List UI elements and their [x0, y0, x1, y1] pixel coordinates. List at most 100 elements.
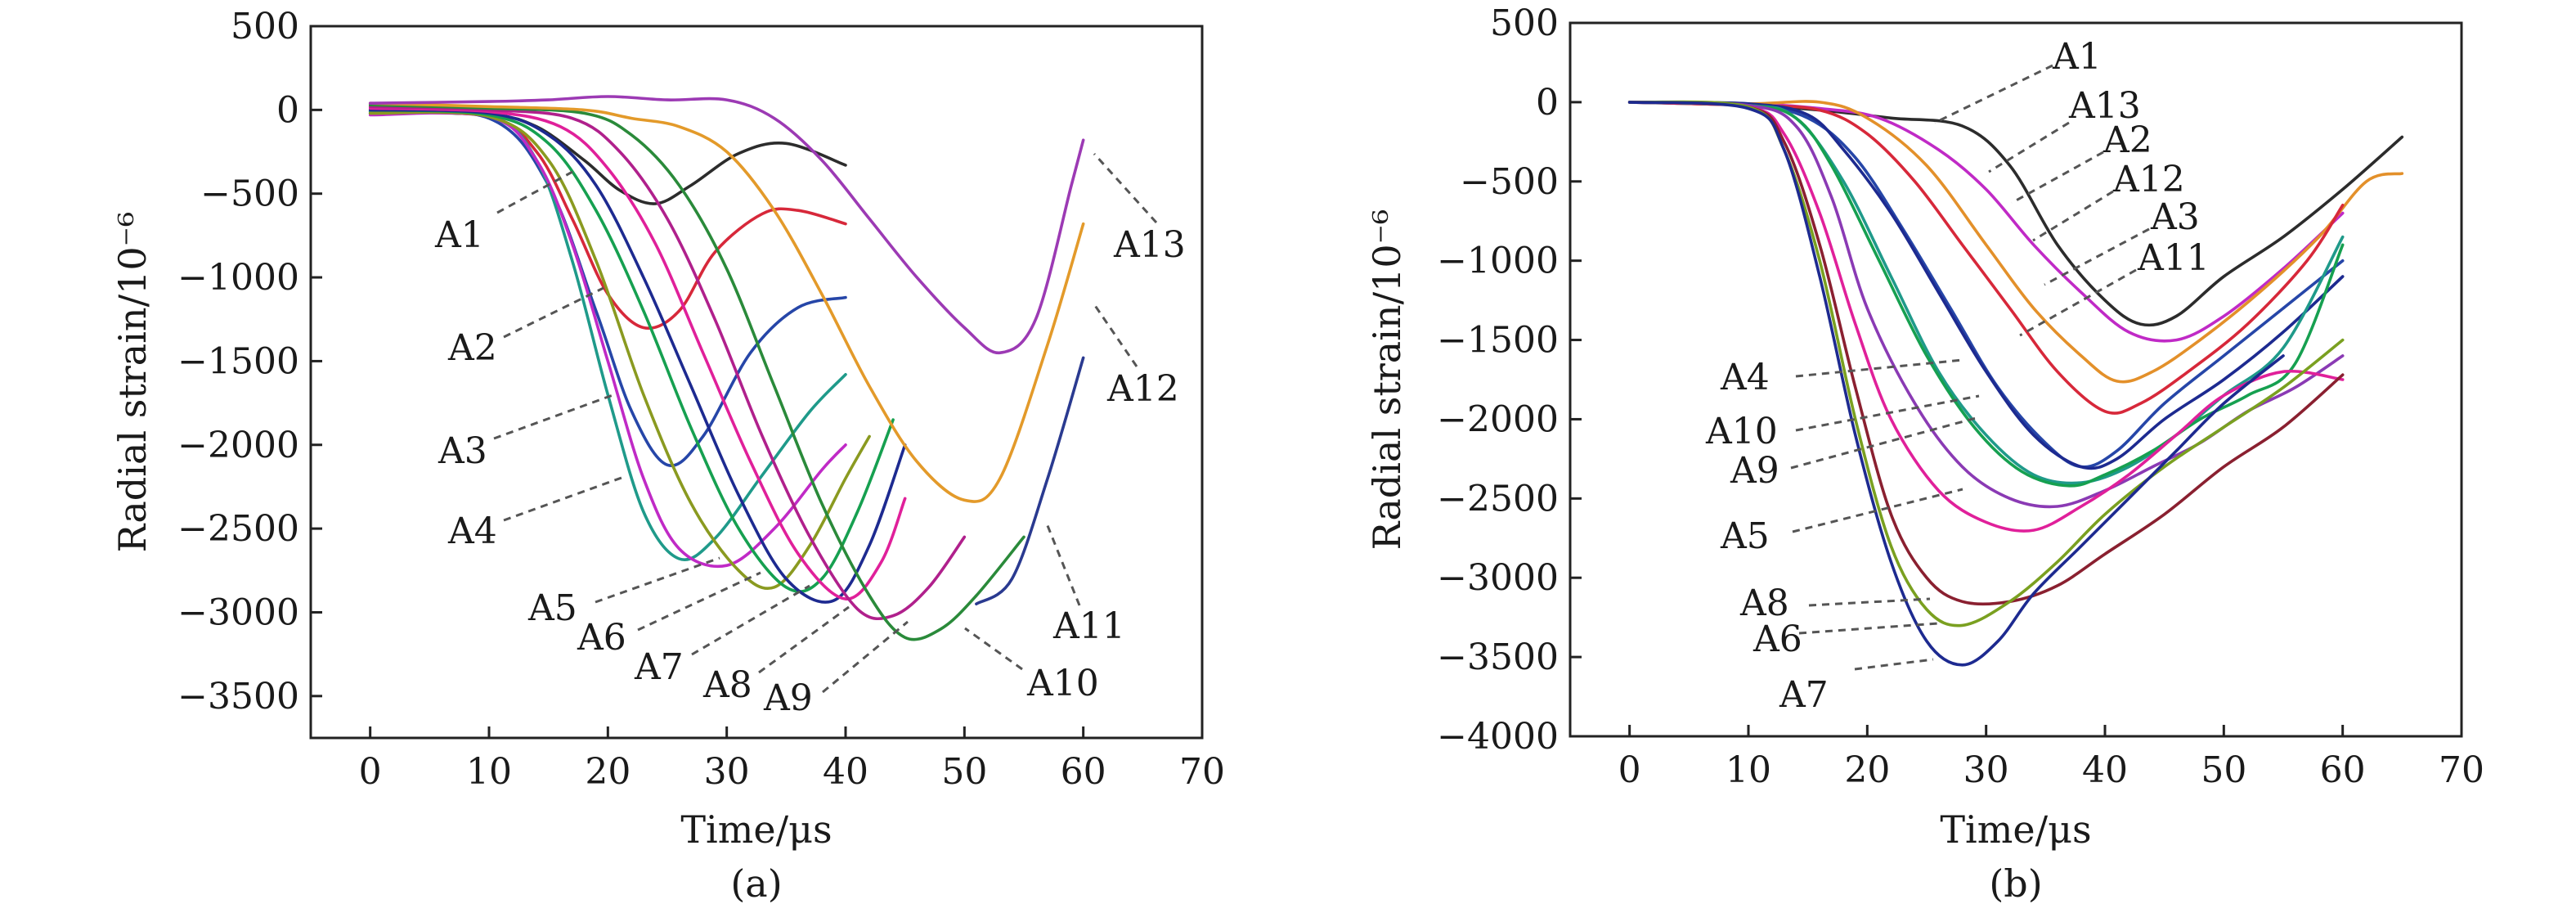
series-line-a12	[368, 101, 1085, 503]
x-tick-label: 30	[1963, 749, 2009, 791]
series-label-A1: A1	[434, 214, 484, 256]
leader-line	[1854, 658, 1934, 671]
x-tick-label: 20	[585, 751, 631, 793]
panel-b-annotations: A1 A13 A2 A12 A3 A11 A4 A10 A9 A5 A8 A6 …	[1705, 36, 2210, 716]
y-tick-label: −2000	[177, 425, 299, 466]
panel-b-chart: 0 10 20 30 40 50 60 70 500 0 −500 −1000 −1500 −2000 −2…	[1365, 2, 2484, 906]
y-tick-label: −500	[1460, 161, 1559, 203]
x-tick-label: 70	[1179, 751, 1225, 793]
series-line-a1	[368, 110, 847, 205]
series-line-a6	[368, 110, 871, 590]
leader-line	[964, 627, 1023, 671]
x-tick-label: 60	[1061, 751, 1106, 793]
leader-line	[1808, 597, 1931, 607]
x-tick-label: 70	[2439, 749, 2484, 791]
leader-line	[503, 286, 604, 339]
series-label-A13: A13	[1113, 224, 1186, 266]
series-line-a13-tail-	[975, 356, 1085, 605]
y-tick-label: 0	[276, 89, 299, 131]
leader-line	[493, 393, 616, 440]
series-label-A12: A12	[1106, 368, 1179, 410]
series-label-A3: A3	[2150, 196, 2200, 238]
series-label-A6: A6	[1752, 618, 1802, 660]
y-tick-label: −4000	[1437, 716, 1559, 758]
x-tick-label: 40	[2082, 749, 2128, 791]
leader-line	[496, 170, 573, 214]
series-label-A4: A4	[447, 510, 497, 552]
y-tick-label: 500	[1490, 2, 1559, 44]
series-label-A10: A10	[1705, 411, 1778, 452]
y-tick-label: −2000	[1437, 398, 1559, 440]
series-label-A11: A11	[2137, 237, 2210, 279]
leader-line	[503, 476, 622, 522]
panel-b-x-axis-label: Time/μs	[1940, 807, 2091, 852]
x-tick-label: 50	[941, 751, 987, 793]
leader-line	[758, 605, 850, 674]
leader-line	[1988, 121, 2070, 173]
leader-line	[2044, 227, 2150, 286]
series-line-a2	[1627, 100, 2404, 384]
series-label-A13: A13	[2068, 85, 2141, 127]
x-tick-label: 50	[2201, 749, 2246, 791]
series-label-A8: A8	[1739, 582, 1789, 624]
y-tick-label: −2500	[1437, 478, 1559, 519]
series-label-A3: A3	[438, 430, 487, 472]
leader-line	[2011, 151, 2104, 205]
series-line-a11	[368, 103, 1025, 641]
leader-line	[1934, 64, 2053, 124]
panel-a-x-axis-label: Time/μs	[680, 807, 832, 852]
x-tick-label: 10	[466, 751, 512, 793]
x-tick-label: 60	[2320, 749, 2366, 791]
y-tick-label: −1000	[177, 257, 299, 299]
leader-line	[1045, 523, 1081, 606]
y-tick-label: −3000	[177, 591, 299, 633]
y-tick-label: 0	[1536, 82, 1559, 124]
y-tick-label: −3500	[177, 676, 299, 717]
leader-line	[1093, 152, 1158, 224]
series-line-a13	[1627, 101, 2345, 343]
x-tick-label: 40	[823, 751, 868, 793]
series-label-A4: A4	[1720, 357, 1770, 398]
y-tick-label: −500	[200, 173, 299, 215]
series-line-a11	[1627, 101, 2345, 470]
y-tick-label: −3500	[1437, 636, 1559, 678]
series-label-A7: A7	[634, 646, 684, 688]
series-label-A8: A8	[702, 664, 752, 706]
series-label-A10: A10	[1026, 663, 1099, 704]
leader-line	[1792, 488, 1963, 533]
series-label-A5: A5	[527, 587, 577, 629]
panel-b-caption: (b)	[1989, 861, 2042, 906]
series-line-a13	[368, 95, 1085, 355]
y-tick-label: −1500	[1437, 320, 1559, 362]
y-tick-label: 500	[231, 6, 299, 47]
panel-a-plot-frame	[309, 25, 1204, 740]
y-tick-label: −1000	[1437, 241, 1559, 282]
y-tick-label: −1500	[177, 340, 299, 382]
panel-b-ticks: 0 10 20 30 40 50 60 70 500 0 −500 −1000 −1500 −2000 −2…	[1437, 2, 2484, 791]
series-label-A6: A6	[577, 617, 626, 659]
y-tick-label: −2500	[177, 508, 299, 550]
series-line-a3	[368, 110, 847, 467]
series-line-a7	[1627, 101, 2285, 667]
series-line-a10	[368, 105, 967, 620]
x-tick-label: 0	[359, 751, 382, 793]
leader-line	[1093, 304, 1138, 367]
series-label-A2: A2	[2103, 119, 2152, 161]
leader-line	[637, 571, 761, 632]
series-line-a10	[1627, 101, 2345, 488]
panel-a-ticks: 0 10 20 30 40 50 60 70 500 0 −500 −1000 −1500 −2000 −2…	[177, 6, 1225, 793]
x-tick-label: 30	[704, 751, 750, 793]
panel-a-curves	[368, 95, 1085, 641]
series-line-a1	[1627, 101, 2404, 327]
x-tick-label: 0	[1618, 749, 1641, 791]
leader-line	[1798, 622, 1939, 635]
leader-line	[1795, 394, 1980, 432]
series-label-A5: A5	[1720, 515, 1770, 557]
leader-line	[2032, 190, 2114, 242]
series-line-a12	[1627, 101, 2345, 415]
panel-a-chart: 0 10 20 30 40 50 60 70 500 0 −500 −1000 −1500 −2000 −2…	[110, 6, 1225, 906]
series-label-A9: A9	[1730, 450, 1779, 492]
leader-line	[2019, 268, 2137, 337]
series-line-a7	[368, 108, 895, 593]
leader-line	[822, 620, 909, 694]
